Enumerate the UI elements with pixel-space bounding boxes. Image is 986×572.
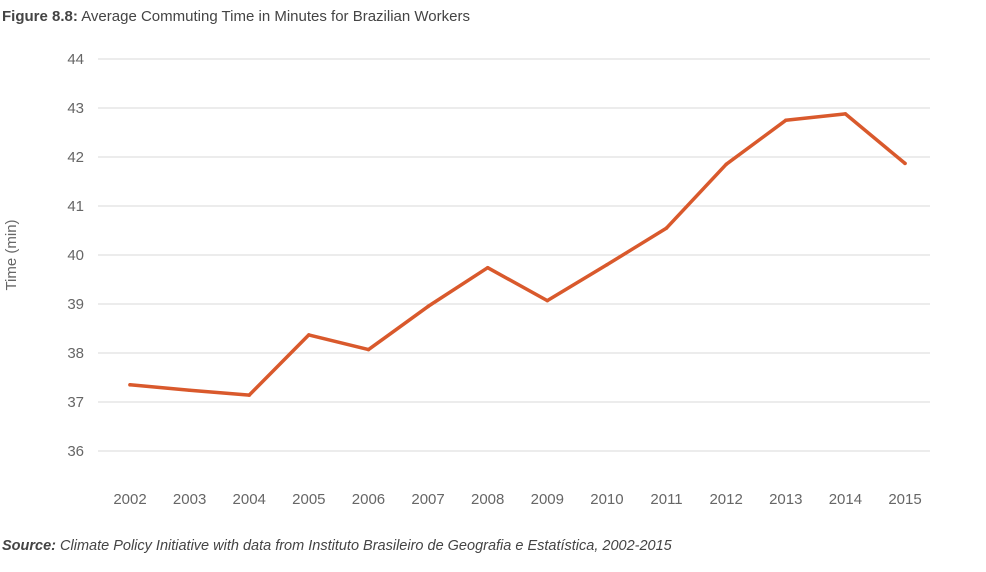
x-tick-label: 2012 [709, 491, 742, 508]
x-tick-label: 2015 [888, 491, 921, 508]
data-point [843, 112, 848, 116]
source-note: Source: Climate Policy Initiative with d… [2, 538, 672, 554]
data-point [485, 265, 490, 270]
data-point [545, 298, 550, 303]
x-tick-label: 2009 [531, 491, 564, 508]
y-tick-label: 41 [67, 198, 84, 215]
x-tick-label: 2014 [829, 491, 862, 508]
data-point [724, 162, 728, 167]
data-point [426, 304, 430, 309]
x-tick-label: 2003 [173, 491, 206, 508]
x-tick-label: 2011 [650, 491, 682, 508]
y-tick-label: 44 [67, 51, 84, 68]
y-tick-label: 37 [67, 394, 84, 411]
x-tick-label: 2004 [233, 491, 266, 508]
figure-title-text: Average Commuting Time in Minutes for Br… [81, 8, 470, 25]
data-point [128, 383, 132, 387]
x-tick-label: 2010 [590, 491, 623, 508]
y-axis-title: Time (min) [3, 219, 20, 290]
y-tick-label: 36 [67, 443, 84, 460]
y-tick-label: 38 [67, 345, 84, 362]
figure-title: Figure 8.8: Average Commuting Time in Mi… [2, 8, 470, 25]
data-point [605, 263, 609, 267]
y-tick-label: 40 [67, 247, 84, 264]
x-tick-label: 2002 [113, 491, 146, 508]
x-tick-label: 2006 [352, 491, 385, 508]
data-point [784, 118, 788, 122]
gridlines [98, 58, 930, 452]
figure-label: Figure 8.8: [2, 8, 78, 25]
x-tick-label: 2013 [769, 491, 802, 508]
data-point [307, 333, 311, 337]
x-tick-label: 2007 [411, 491, 444, 508]
series-line-0 [128, 112, 907, 397]
y-tick-label: 43 [67, 100, 84, 117]
x-tick-label: 2005 [292, 491, 325, 508]
data-point [664, 226, 669, 230]
source-text: Climate Policy Initiative with data from… [60, 538, 672, 554]
series-layer [128, 112, 907, 397]
x-tick-label: 2008 [471, 491, 504, 508]
y-tick-label: 42 [67, 149, 84, 166]
source-label: Source: [2, 538, 56, 554]
x-axis-ticks: 2002 2003 2004 2005 2006 2007 2008 2009 2010 2011… [113, 491, 921, 508]
data-point [903, 161, 907, 166]
data-point [187, 388, 192, 392]
data-point [247, 393, 251, 397]
y-axis-ticks: 36 37 38 39 40 41 42 43 44 [67, 51, 84, 460]
y-tick-label: 39 [67, 296, 84, 313]
data-point [366, 347, 371, 352]
